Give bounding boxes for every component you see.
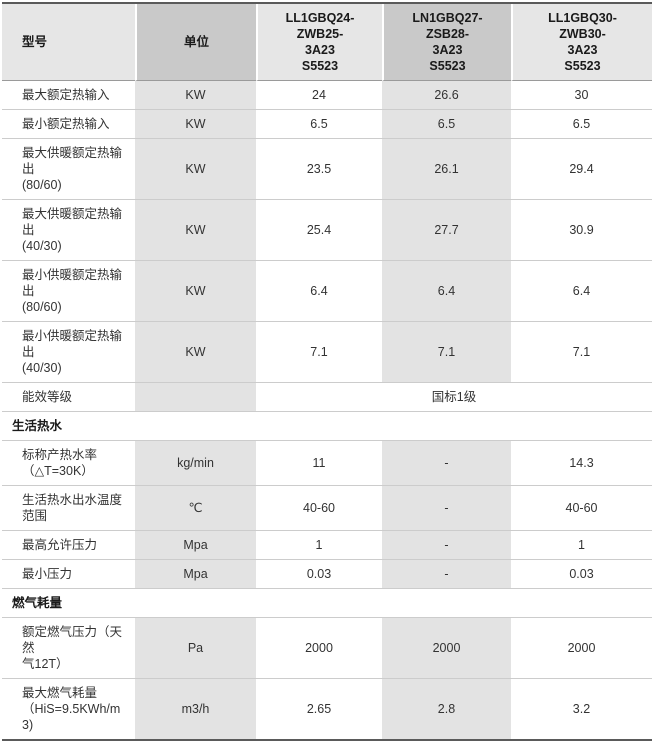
value-cell: -: [382, 441, 511, 486]
value-cell: 23.5: [256, 139, 382, 200]
value-cell: 6.5: [382, 110, 511, 139]
spec-label-cell: 最大供暖额定热输出 (40/30): [2, 200, 135, 261]
table-row: 最大额定热输入 KW 24 26.6 30: [2, 81, 652, 110]
value-cell: 26.1: [382, 139, 511, 200]
value-cell: 40-60: [511, 486, 652, 531]
value-cell: 0.03: [256, 560, 382, 589]
value-cell: -: [382, 560, 511, 589]
table-row: 最小供暖额定热输出 (40/30) KW 7.1 7.1 7.1: [2, 322, 652, 383]
value-cell: 26.6: [382, 81, 511, 110]
spec-label-cell: 最大额定热输入: [2, 81, 135, 110]
value-cell: 25.4: [256, 200, 382, 261]
spec-label-cell: 最小供暖额定热输出 (40/30): [2, 322, 135, 383]
table-row: 最大供暖额定热输出 (80/60) KW 23.5 26.1 29.4: [2, 139, 652, 200]
unit-cell: KW: [135, 110, 256, 139]
spec-label-cell: 最小供暖额定热输出 (80/60): [2, 261, 135, 322]
table-row: 最小供暖额定热输出 (80/60) KW 6.4 6.4 6.4: [2, 261, 652, 322]
value-cell: 7.1: [382, 322, 511, 383]
unit-cell: ℃: [135, 486, 256, 531]
unit-cell: KW: [135, 200, 256, 261]
spec-label-cell: 能效等级: [2, 383, 135, 412]
value-cell: 2000: [382, 618, 511, 679]
section-row: 生活热水: [2, 412, 652, 441]
value-cell: 30.9: [511, 200, 652, 261]
value-cell: 1: [511, 531, 652, 560]
table-row: 能效等级 国标1级: [2, 383, 652, 412]
value-cell: 14.3: [511, 441, 652, 486]
unit-cell: kg/min: [135, 441, 256, 486]
header-row: 型号 单位 LL1GBQ24- ZWB25- 3A23 S5523 LN1GBQ…: [2, 4, 652, 81]
section-title: 燃气耗量: [2, 589, 652, 618]
table-row: 最大燃气耗量 （HiS=9.5KWh/m3) m3/h 2.65 2.8 3.2: [2, 679, 652, 739]
value-cell: 6.4: [511, 261, 652, 322]
value-cell: 2000: [256, 618, 382, 679]
unit-cell: KW: [135, 261, 256, 322]
spec-label-cell: 最小压力: [2, 560, 135, 589]
column-header-model-3: LL1GBQ30- ZWB30- 3A23 S5523: [511, 4, 652, 81]
value-cell: 40-60: [256, 486, 382, 531]
table-row: 额定燃气压力（天然 气12T） Pa 2000 2000 2000: [2, 618, 652, 679]
table-row: 最小额定热输入 KW 6.5 6.5 6.5: [2, 110, 652, 139]
unit-cell: [135, 383, 256, 412]
unit-cell: m3/h: [135, 679, 256, 739]
value-cell: 0.03: [511, 560, 652, 589]
table-row: 标称产热水率 （△T=30K） kg/min 11-14.3: [2, 441, 652, 486]
value-cell: 6.5: [511, 110, 652, 139]
section-row: 燃气耗量: [2, 589, 652, 618]
value-cell: -: [382, 486, 511, 531]
value-cell: 1: [256, 531, 382, 560]
value-cell: 6.5: [256, 110, 382, 139]
spec-label-cell: 生活热水出水温度范围: [2, 486, 135, 531]
spec-label-cell: 标称产热水率 （△T=30K）: [2, 441, 135, 486]
spec-label-cell: 额定燃气压力（天然 气12T）: [2, 618, 135, 679]
value-cell: 2000: [511, 618, 652, 679]
column-header-model-2: LN1GBQ27- ZSB28- 3A23 S5523: [382, 4, 511, 81]
value-cell: 2.8: [382, 679, 511, 739]
unit-cell: KW: [135, 322, 256, 383]
spec-label-cell: 最高允许压力: [2, 531, 135, 560]
section-title: 生活热水: [2, 412, 652, 441]
table-row: 最大供暖额定热输出 (40/30) KW 25.4 27.7 30.9: [2, 200, 652, 261]
unit-cell: Pa: [135, 618, 256, 679]
spec-label-cell: 最大供暖额定热输出 (80/60): [2, 139, 135, 200]
value-cell: -: [382, 531, 511, 560]
table-row: 最高允许压力 Mpa 1-1: [2, 531, 652, 560]
value-cell: 7.1: [256, 322, 382, 383]
spec-label-cell: 最小额定热输入: [2, 110, 135, 139]
value-cell: 11: [256, 441, 382, 486]
column-header-model-1: LL1GBQ24- ZWB25- 3A23 S5523: [256, 4, 382, 81]
value-cell: 6.4: [382, 261, 511, 322]
value-cell: 30: [511, 81, 652, 110]
value-cell: 7.1: [511, 322, 652, 383]
value-cell: 24: [256, 81, 382, 110]
merged-value-cell: 国标1级: [256, 383, 652, 412]
unit-cell: Mpa: [135, 531, 256, 560]
column-header-model-label: 型号: [2, 4, 135, 81]
table-row: 最小压力 Mpa 0.03-0.03: [2, 560, 652, 589]
spec-table-header: 型号 单位 LL1GBQ24- ZWB25- 3A23 S5523 LN1GBQ…: [2, 4, 652, 81]
value-cell: 3.2: [511, 679, 652, 739]
unit-cell: KW: [135, 139, 256, 200]
value-cell: 27.7: [382, 200, 511, 261]
column-header-unit: 单位: [135, 4, 256, 81]
spec-table-body: 最大额定热输入 KW 24 26.6 30 最小额定热输入 KW 6.5 6.5 6.5 最大供暖额…: [2, 81, 652, 739]
unit-cell: Mpa: [135, 560, 256, 589]
value-cell: 6.4: [256, 261, 382, 322]
unit-cell: KW: [135, 81, 256, 110]
spec-label-cell: 最大燃气耗量 （HiS=9.5KWh/m3): [2, 679, 135, 739]
value-cell: 29.4: [511, 139, 652, 200]
value-cell: 2.65: [256, 679, 382, 739]
table-row: 生活热水出水温度范围 ℃ 40-60-40-60: [2, 486, 652, 531]
